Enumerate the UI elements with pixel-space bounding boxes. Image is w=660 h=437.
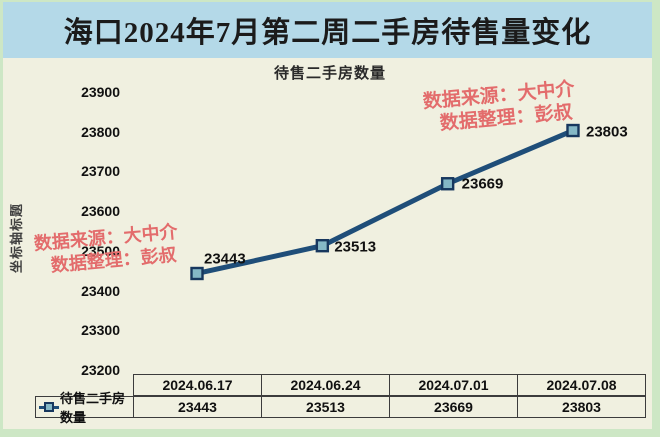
y-tick-label: 23800	[81, 123, 120, 140]
series-marker-icon	[39, 401, 59, 413]
title-banner: 海口2024年7月第二周二手房待售量变化	[3, 2, 652, 58]
y-tick-label: 23700	[81, 163, 120, 180]
table-header-cell: 2024.06.24	[261, 374, 390, 396]
y-tick-label: 23900	[81, 84, 120, 100]
table-value-cell: 23443	[133, 396, 262, 418]
table-header-cell: 2024.06.17	[133, 374, 262, 396]
page-title: 海口2024年7月第二周二手房待售量变化	[63, 17, 592, 49]
y-tick-label: 23600	[81, 203, 120, 220]
table-header-cell: 2024.07.01	[389, 374, 518, 396]
table-value-cell: 23513	[261, 396, 390, 418]
chart-title: 待售二手房数量	[273, 65, 386, 82]
y-tick-label: 23200	[81, 362, 120, 378]
legend-cell: 待售二手房数量	[35, 391, 134, 425]
table-header-cell: 2024.07.08	[517, 374, 646, 396]
y-axis-title: 坐标轴标题	[9, 203, 24, 274]
y-tick-label: 23400	[81, 282, 120, 299]
table-value-cell: 23803	[517, 396, 646, 418]
table-value-cell: 23669	[389, 396, 518, 418]
legend-label: 待售二手房数量	[60, 391, 126, 425]
y-tick-label: 23300	[81, 322, 120, 339]
y-tick-label: 23500	[81, 242, 120, 259]
